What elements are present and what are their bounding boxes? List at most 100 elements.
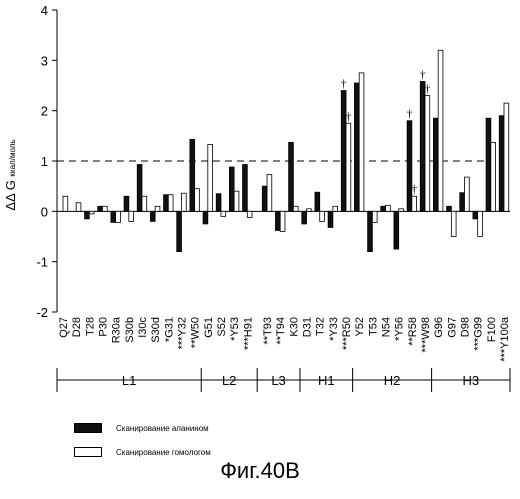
x-tick-label: T53 (367, 317, 379, 336)
x-tick-label: Q27 (58, 317, 70, 338)
x-tick-label: *G31 (163, 317, 175, 342)
bar-homolog (491, 142, 496, 211)
x-tick-label: D31 (302, 317, 314, 337)
bar-alanine (243, 165, 248, 212)
x-tick-label: ***Y32 (176, 317, 188, 349)
bar-alanine (216, 194, 221, 212)
bar-homolog (181, 193, 186, 211)
x-tick-label: S52 (216, 317, 228, 337)
bar-homolog (234, 191, 239, 211)
dagger-mark: † (327, 213, 333, 227)
bar-alanine (460, 193, 465, 212)
bar-alanine (137, 165, 142, 212)
legend-swatch-alanine (74, 423, 102, 433)
bar-homolog (267, 175, 272, 212)
bar-homolog (346, 123, 351, 211)
bar-alanine (433, 118, 438, 211)
legend-item-alanine: Сканирование аланином (74, 423, 209, 433)
dagger-mark: † (420, 67, 426, 81)
bar-alanine (98, 206, 103, 211)
x-tick-label: I30c (137, 317, 149, 338)
bar-alanine (164, 195, 169, 212)
bar-homolog (293, 206, 298, 211)
x-tick-label: *Y53 (229, 317, 241, 341)
x-tick-label: ***Y100a (499, 316, 511, 362)
dagger-mark: † (393, 235, 399, 249)
dagger-mark: † (341, 77, 347, 91)
bar-alanine (486, 118, 491, 211)
bar-alanine (262, 186, 267, 211)
bar-homolog (89, 211, 94, 214)
x-tick-label: ***H91 (242, 317, 254, 350)
bar-homolog (386, 205, 391, 211)
bar-homolog (195, 189, 200, 212)
x-tick-label: T32 (315, 317, 327, 336)
dagger-mark: † (345, 109, 351, 123)
x-tick-label: S30d (150, 317, 162, 343)
bar-alanine (111, 211, 116, 222)
bar-homolog (438, 50, 443, 211)
bar-alanine (302, 211, 307, 224)
bar-chart: -2-101234ΔΔ G ккал/моль††††††††Q27D28T28… (0, 0, 520, 440)
y-tick-label: 2 (41, 104, 48, 119)
figure-label: Фиг.40B (0, 458, 520, 484)
x-tick-label: G96 (433, 317, 445, 338)
y-tick-label: -1 (36, 255, 48, 270)
x-tick-label: S30b (124, 317, 136, 343)
x-tick-label: *Y33 (328, 317, 340, 341)
region-label: H1 (318, 373, 335, 388)
bar-alanine (150, 211, 155, 221)
dagger-mark: † (411, 182, 417, 196)
y-tick-label: 4 (41, 3, 48, 18)
bar-homolog (168, 195, 173, 212)
x-tick-label: T28 (84, 317, 96, 336)
y-tick-label: 0 (41, 204, 48, 219)
y-axis-label: ΔΔ G ккал/моль (3, 139, 18, 210)
region-label: L1 (122, 373, 136, 388)
y-tick-label: -2 (36, 305, 48, 320)
bar-homolog (63, 196, 68, 211)
legend-item-homolog: Сканирование гомологом (74, 447, 211, 457)
x-tick-label: **T93 (262, 317, 274, 345)
y-tick-label: 1 (41, 154, 48, 169)
bar-homolog (142, 196, 147, 211)
bar-homolog (116, 211, 121, 222)
bar-homolog (129, 211, 134, 221)
bar-alanine (275, 211, 280, 230)
bar-alanine (354, 83, 359, 211)
bar-alanine (315, 192, 320, 211)
legend-swatch-homolog (74, 447, 102, 457)
x-tick-label: *Y56 (394, 317, 406, 341)
bar-alanine (124, 196, 129, 211)
bar-alanine (229, 167, 234, 211)
legend-label-homolog: Сканирование гомологом (116, 448, 211, 457)
bar-homolog (451, 211, 456, 236)
bar-homolog (359, 73, 364, 211)
x-tick-label: N54 (381, 317, 393, 337)
region-label: H3 (462, 373, 479, 388)
dagger-mark: † (406, 107, 412, 121)
bar-homolog (102, 206, 107, 211)
x-tick-label: ***R50 (341, 317, 353, 350)
x-tick-label: P30 (97, 317, 109, 337)
bar-homolog (280, 211, 285, 231)
x-tick-label: G51 (203, 317, 215, 338)
x-tick-label: F100 (486, 317, 498, 342)
bar-homolog (320, 211, 325, 221)
bar-homolog (307, 209, 312, 212)
x-tick-label: **R58 (407, 317, 419, 346)
bar-alanine (499, 116, 504, 212)
bar-homolog (478, 211, 483, 236)
x-tick-label: D98 (460, 317, 472, 337)
bar-homolog (76, 203, 81, 212)
x-tick-label: D28 (71, 317, 83, 337)
bar-homolog (221, 211, 226, 216)
x-tick-label: ***G99 (473, 317, 485, 351)
bar-alanine (473, 211, 478, 219)
x-tick-label: G97 (446, 317, 458, 338)
bar-homolog (465, 177, 470, 211)
legend-label-alanine: Сканирование аланином (116, 424, 209, 433)
bar-homolog (247, 211, 252, 217)
x-tick-label: K30 (288, 317, 300, 337)
bar-homolog (372, 211, 377, 222)
